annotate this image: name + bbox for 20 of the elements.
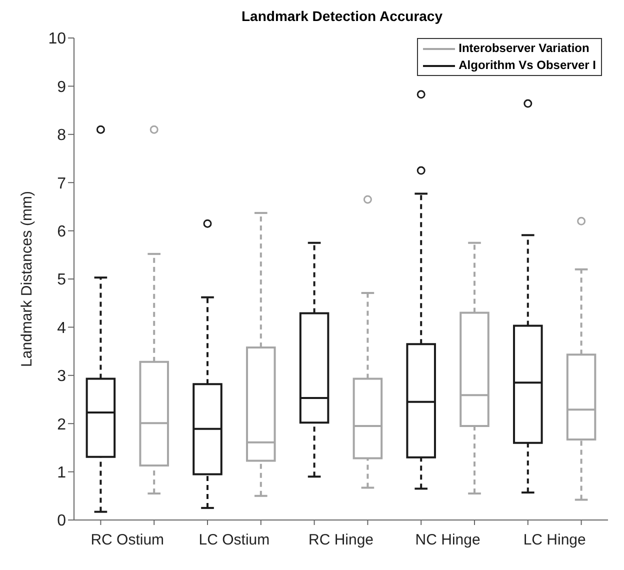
y-tick-label: 4	[57, 320, 66, 337]
x-tick-label: RC Ostium	[90, 532, 164, 549]
y-tick-label: 9	[57, 78, 66, 96]
y-tick-label: 7	[57, 175, 66, 192]
y-tick-label: 1	[57, 464, 66, 482]
y-tick-label: 8	[57, 127, 66, 144]
y-axis-title: Landmark Distances (mm)	[18, 191, 36, 367]
y-tick-label: 2	[57, 416, 66, 434]
y-tick-label: 5	[57, 272, 66, 289]
legend-label: Algorithm Vs Observer I	[458, 57, 596, 74]
y-tick-label: 6	[57, 223, 66, 240]
y-tick-label: 10	[48, 30, 66, 48]
x-tick-label: RC Hinge	[308, 532, 374, 549]
legend-label: Interobserver Variation	[458, 40, 590, 57]
x-tick-label: LC Hinge	[523, 532, 586, 549]
y-tick-label: 3	[57, 368, 66, 386]
chart-title: Landmark Detection Accuracy	[240, 8, 444, 26]
x-tick-label: LC Ostium	[198, 532, 270, 549]
x-tick-label: NC Hinge	[415, 532, 480, 549]
y-tick-label: 0	[57, 512, 66, 530]
